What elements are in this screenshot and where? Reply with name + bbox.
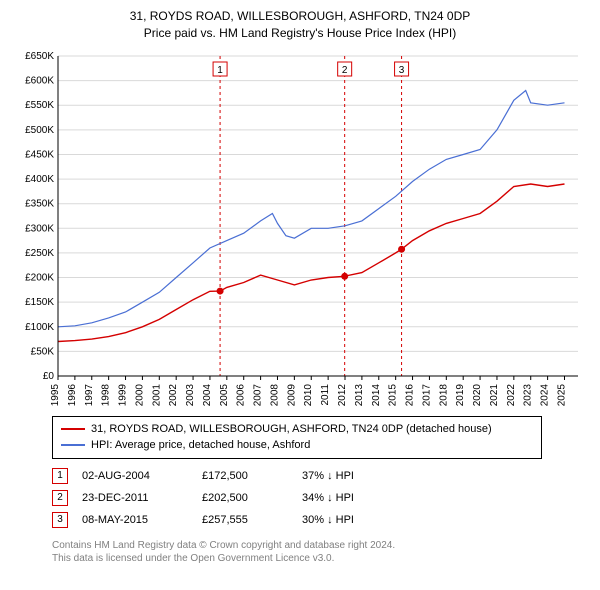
legend-label: HPI: Average price, detached house, Ashf… (91, 437, 310, 454)
event-price: £257,555 (202, 509, 302, 531)
y-tick-label: £350K (25, 198, 54, 209)
event-marker-icon: 1 (52, 468, 68, 484)
event-date: 23-DEC-2011 (82, 487, 202, 509)
x-tick-label: 2020 (472, 383, 483, 406)
x-tick-label: 2000 (134, 383, 145, 406)
x-tick-label: 2018 (438, 383, 449, 406)
y-tick-label: £0 (43, 371, 55, 382)
x-tick-label: 2025 (556, 383, 567, 406)
title-line-2: Price paid vs. HM Land Registry's House … (8, 25, 592, 42)
legend-row: 31, ROYDS ROAD, WILLESBOROUGH, ASHFORD, … (61, 421, 533, 438)
y-tick-label: £300K (25, 223, 54, 234)
event-marker-number: 3 (399, 65, 405, 76)
chart-title-block: 31, ROYDS ROAD, WILLESBOROUGH, ASHFORD, … (8, 8, 592, 42)
x-tick-label: 2008 (269, 383, 280, 406)
x-tick-label: 1999 (118, 383, 129, 406)
x-tick-label: 2007 (253, 383, 264, 406)
y-tick-label: £500K (25, 124, 54, 135)
y-tick-label: £450K (25, 149, 54, 160)
x-tick-label: 2015 (388, 383, 399, 406)
event-marker-dot (217, 287, 224, 294)
x-tick-label: 2017 (421, 383, 432, 406)
x-tick-label: 2006 (236, 383, 247, 406)
event-marker-dot (398, 245, 405, 252)
x-tick-label: 1996 (67, 383, 78, 406)
y-tick-label: £400K (25, 174, 54, 185)
legend-label: 31, ROYDS ROAD, WILLESBOROUGH, ASHFORD, … (91, 421, 492, 438)
price-chart: £0 £50K £100K £150K £200K £250K £300K £350K £400… (8, 48, 592, 408)
chart-container: £0 £50K £100K £150K £200K £250K £300K £350K £400… (8, 48, 592, 408)
x-tick-label: 2010 (303, 383, 314, 406)
x-tick-label: 2003 (185, 383, 196, 406)
event-marker-number: 1 (217, 65, 223, 76)
x-tick-label: 2013 (354, 383, 365, 406)
event-marker-number: 2 (342, 65, 348, 76)
x-tick-label: 2001 (151, 383, 162, 406)
event-delta: 34% ↓ HPI (302, 487, 368, 509)
x-tick-label: 2021 (489, 383, 500, 406)
legend-swatch (61, 444, 85, 446)
event-marker-dot (341, 272, 348, 279)
event-delta: 30% ↓ HPI (302, 509, 368, 531)
x-tick-label: 2023 (523, 383, 534, 406)
legend-row: HPI: Average price, detached house, Ashf… (61, 437, 533, 454)
y-tick-label: £550K (25, 100, 54, 111)
event-row: 1 02-AUG-2004£172,50037% ↓ HPI (52, 465, 368, 487)
x-tick-label: 2009 (286, 383, 297, 406)
x-tick-label: 2019 (455, 383, 466, 406)
x-tick-label: 2016 (405, 383, 416, 406)
y-tick-label: £100K (25, 321, 54, 332)
event-marker-icon: 2 (52, 490, 68, 506)
event-date: 08-MAY-2015 (82, 509, 202, 531)
event-price: £202,500 (202, 487, 302, 509)
y-tick-label: £600K (25, 75, 54, 86)
x-tick-label: 2024 (540, 383, 551, 406)
x-tick-label: 2014 (371, 383, 382, 406)
y-tick-label: £200K (25, 272, 54, 283)
title-line-1: 31, ROYDS ROAD, WILLESBOROUGH, ASHFORD, … (8, 8, 592, 25)
event-marker-icon: 3 (52, 512, 68, 528)
y-tick-label: £650K (25, 51, 54, 62)
x-tick-label: 2005 (219, 383, 230, 406)
x-tick-label: 2012 (337, 383, 348, 406)
event-price: £172,500 (202, 465, 302, 487)
y-tick-label: £150K (25, 297, 54, 308)
y-tick-label: £250K (25, 248, 54, 259)
x-tick-label: 2004 (202, 383, 213, 406)
footer-line-1: Contains HM Land Registry data © Crown c… (52, 539, 592, 552)
y-tick-label: £50K (31, 346, 55, 357)
x-tick-label: 1997 (84, 383, 95, 406)
footer-line-2: This data is licensed under the Open Gov… (52, 552, 592, 565)
event-row: 2 23-DEC-2011£202,50034% ↓ HPI (52, 487, 368, 509)
event-row: 3 08-MAY-2015£257,55530% ↓ HPI (52, 509, 368, 531)
event-date: 02-AUG-2004 (82, 465, 202, 487)
events-table: 1 02-AUG-2004£172,50037% ↓ HPI 2 23-DEC-201… (52, 465, 368, 531)
x-tick-label: 2011 (320, 383, 331, 405)
legend: 31, ROYDS ROAD, WILLESBOROUGH, ASHFORD, … (52, 416, 542, 459)
x-tick-label: 2002 (168, 383, 179, 406)
x-tick-label: 1998 (101, 383, 112, 406)
event-delta: 37% ↓ HPI (302, 465, 368, 487)
x-tick-label: 2022 (506, 383, 517, 406)
footer-note: Contains HM Land Registry data © Crown c… (52, 539, 592, 565)
x-tick-label: 1995 (50, 383, 61, 406)
legend-swatch (61, 428, 85, 430)
